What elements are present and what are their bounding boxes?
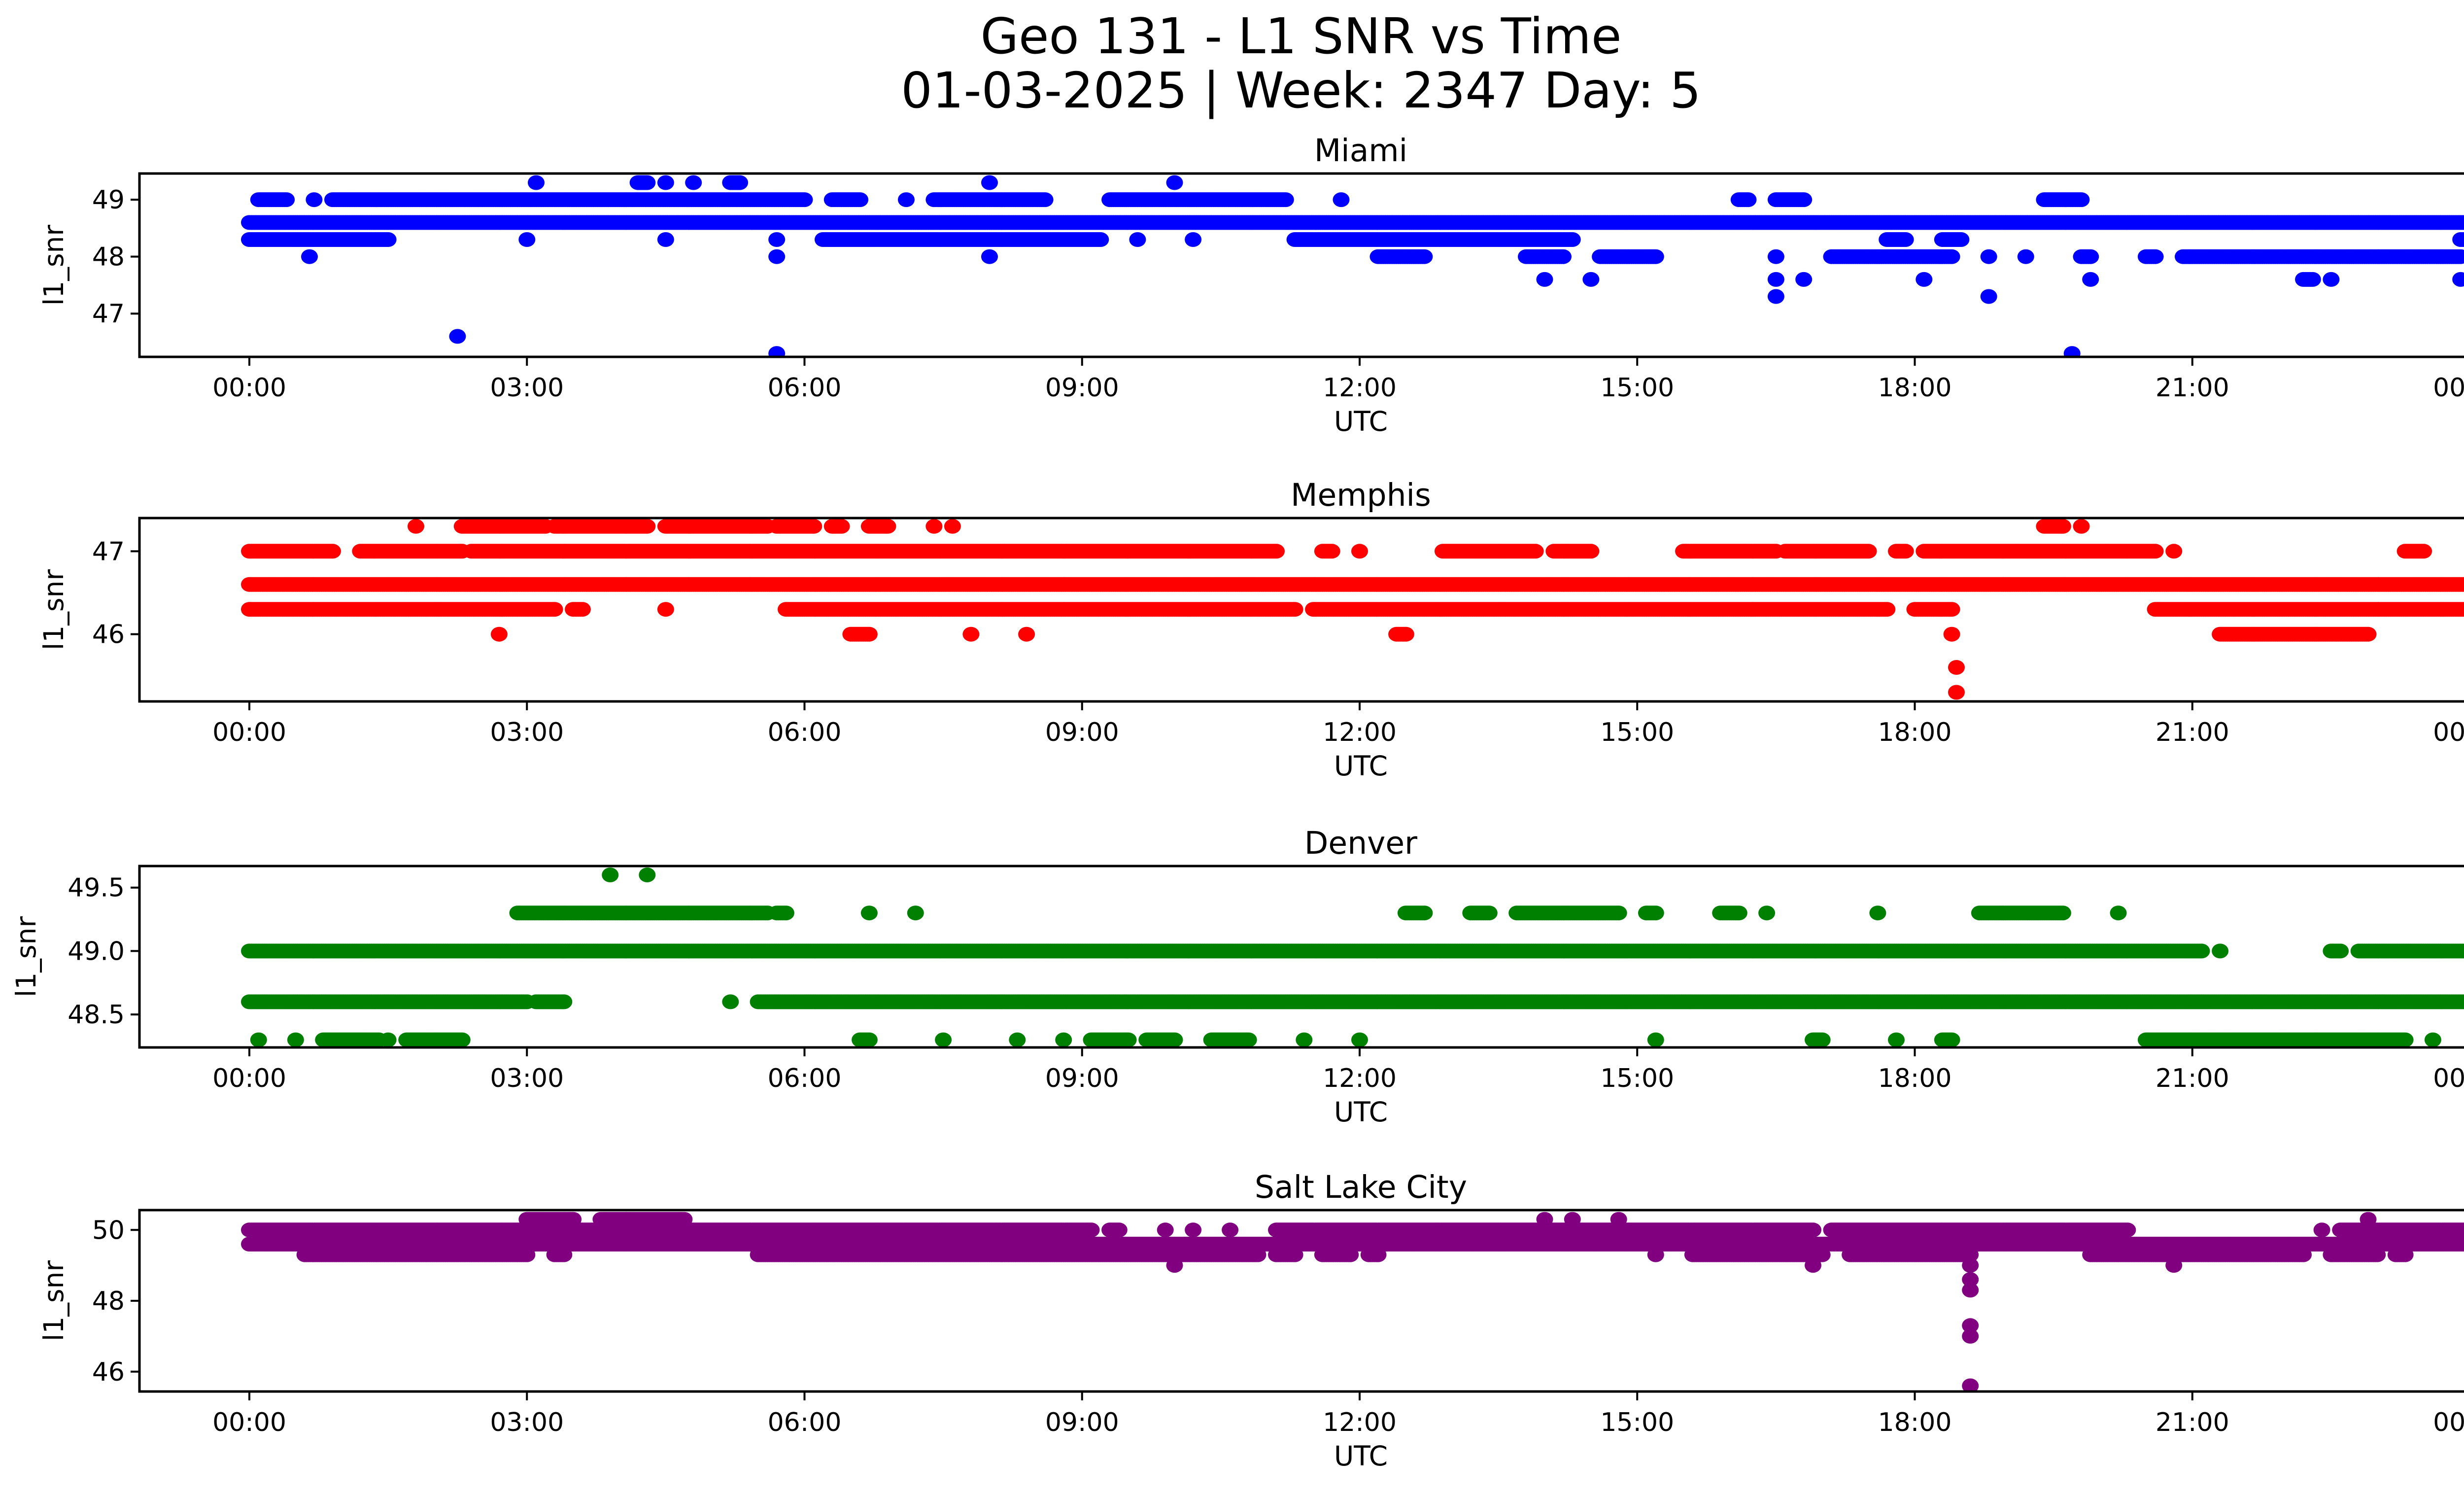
chart-title: Geo 131 - L1 SNR vs Time — [981, 7, 1622, 65]
data-point — [2462, 234, 2464, 245]
data-point — [1166, 175, 1183, 190]
x-tick-label: 18:00 — [1878, 373, 1952, 403]
panel-title: Memphis — [1291, 477, 1431, 513]
x-tick-label: 09:00 — [1045, 373, 1119, 403]
data-point — [1952, 232, 1970, 247]
data-point — [1129, 232, 1146, 247]
scatter-series — [241, 175, 2464, 357]
data-point — [2323, 272, 2340, 287]
data-point — [1564, 232, 1581, 247]
data-point — [1036, 192, 1054, 208]
data-point — [2304, 272, 2321, 287]
data-point — [1897, 232, 1914, 247]
data-point — [518, 232, 536, 247]
data-point — [1555, 249, 1572, 264]
data-point — [731, 175, 749, 190]
data-point — [1416, 249, 1433, 264]
data-point — [768, 346, 786, 357]
data-point — [306, 192, 323, 208]
data-point — [324, 544, 341, 559]
data-point — [2462, 217, 2464, 228]
data-point — [1740, 192, 1757, 208]
data-point — [639, 175, 656, 190]
data-point — [278, 192, 295, 208]
data-point — [981, 249, 998, 264]
chart-subtitle: 01-03-2025 | Week: 2347 Day: 5 — [901, 62, 1701, 119]
data-point — [1795, 272, 1813, 287]
data-point — [768, 232, 786, 247]
data-point — [2452, 272, 2464, 287]
data-point — [1092, 232, 1109, 247]
data-point — [449, 329, 466, 344]
data-point — [2082, 272, 2099, 287]
data-point — [768, 249, 786, 264]
data-point — [1277, 192, 1294, 208]
data-point — [1767, 272, 1784, 287]
data-point — [1333, 192, 1350, 208]
panel-title: Miami — [1314, 133, 1407, 169]
data-point — [981, 175, 998, 190]
data-point — [1582, 272, 1600, 287]
data-point — [301, 249, 318, 264]
data-point — [1943, 602, 1960, 617]
data-point — [1943, 249, 1960, 264]
x-tick-label: 15:00 — [1600, 373, 1674, 403]
x-tick-label: 12:00 — [1323, 373, 1397, 403]
data-point — [898, 192, 915, 208]
y-tick-label: 47 — [92, 299, 125, 329]
y-tick-label: 49 — [92, 185, 125, 215]
data-point — [574, 602, 591, 617]
data-point — [685, 175, 702, 190]
data-point — [1980, 289, 1997, 304]
data-point — [1916, 272, 1933, 287]
data-point — [1647, 249, 1664, 264]
data-point — [1767, 289, 1784, 304]
data-point — [1767, 249, 1784, 264]
data-point — [796, 192, 813, 208]
data-point — [657, 232, 674, 247]
data-point — [546, 602, 563, 617]
data-point — [1795, 192, 1813, 208]
data-point — [2017, 249, 2034, 264]
data-point — [657, 175, 674, 190]
data-point — [2147, 249, 2164, 264]
x-tick-label: 03:00 — [490, 373, 564, 403]
x-axis-label: UTC — [1334, 406, 1388, 437]
panel-miami: Miami 47 48 49 00:00 03:00 06:00 09:00 12:00 15:0… — [38, 133, 2464, 437]
data-point — [2073, 192, 2090, 208]
scatter-series — [241, 519, 2464, 700]
data-point — [528, 175, 545, 190]
axes-frame — [138, 172, 2464, 358]
data-point — [1536, 272, 1553, 287]
x-tick-label: 21:00 — [2156, 373, 2229, 403]
data-point — [657, 602, 674, 617]
y-tick-label: 48 — [92, 243, 125, 272]
data-point — [1185, 232, 1202, 247]
data-point — [2462, 604, 2464, 615]
x-tick-label: 06:00 — [768, 373, 842, 403]
x-tick-label: 00:00 — [212, 373, 286, 403]
data-point — [852, 192, 869, 208]
data-point — [2462, 579, 2464, 590]
x-tick-label: 00:00 — [2433, 373, 2464, 403]
y-axis-label: l1_snr — [38, 225, 69, 306]
data-point — [2063, 346, 2081, 357]
data-point — [1286, 602, 1303, 617]
data-point — [1879, 602, 1896, 617]
data-point — [379, 232, 397, 247]
data-point — [2452, 249, 2464, 264]
data-point — [2082, 249, 2099, 264]
data-point — [1980, 249, 1997, 264]
